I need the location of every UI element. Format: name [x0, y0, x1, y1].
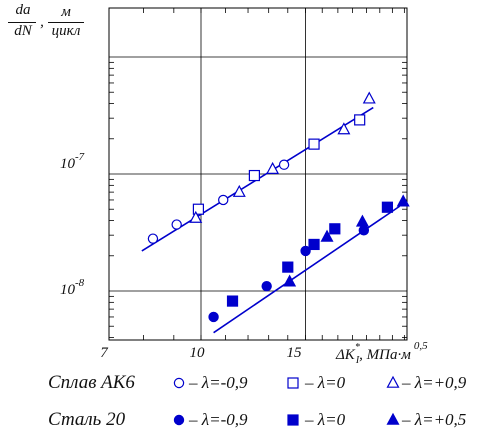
grid — [109, 8, 407, 340]
data-point — [282, 261, 294, 273]
x-axis-label-suffix: , МПа·м — [359, 347, 411, 363]
y-tick-labels: 10-7 10-8 — [60, 151, 85, 298]
data-point — [355, 214, 369, 227]
legend-marker — [173, 414, 185, 426]
legend-entry-text: – λ=+0,9 — [402, 373, 467, 392]
data-point — [232, 184, 246, 197]
data-point — [248, 169, 260, 182]
legend-entry-text: – λ=-0,9 — [189, 373, 248, 392]
data-point — [226, 295, 239, 307]
legend-entry-text: – λ=0 — [305, 410, 346, 429]
y-label-denominator-left: dN — [14, 23, 32, 39]
x-tick-label: 15 — [287, 345, 303, 361]
plot-area — [108, 7, 408, 341]
data-point — [208, 311, 219, 323]
y-label-denominator-right: цикл — [51, 23, 81, 39]
data-point — [218, 194, 229, 206]
x-axis-label-exponent: 0,5 — [414, 340, 428, 352]
data-point — [329, 223, 341, 235]
data-point — [278, 159, 290, 170]
x-axis-label-subscript: I — [355, 355, 360, 366]
y-label-separator: , — [40, 14, 44, 30]
legend-entry-text: – λ=-0,9 — [189, 410, 248, 429]
legend-entry-text: – λ=0 — [305, 373, 346, 392]
y-tick-base: 10 — [60, 282, 76, 298]
y-label-fraction-bar — [8, 22, 36, 23]
y-axis-label: da dN , м цикл — [4, 2, 104, 52]
legend-marker — [173, 377, 185, 389]
x-axis-label-prefix: ΔK — [335, 347, 356, 363]
data-point — [171, 219, 182, 230]
x-tick-label: 10 — [190, 345, 206, 361]
x-tick-label: 7 — [100, 345, 109, 361]
y-label-numerator-left: da — [15, 2, 31, 18]
legend-marker — [386, 375, 400, 388]
y-label-fraction-bar — [48, 22, 84, 23]
data-point — [300, 245, 311, 257]
data-point — [308, 138, 320, 150]
y-tick-exponent: -7 — [75, 151, 85, 163]
legend-row: Сталь 20 – λ=-0,9 – λ=0 – λ=+0,5 — [0, 409, 488, 439]
data-point — [283, 274, 297, 287]
y-tick-base: 10 — [60, 156, 76, 172]
data-point — [320, 229, 334, 242]
legend-group-label: Сплав АК6 — [48, 372, 135, 393]
legend-row: Сплав АК6 – λ=-0,9 – λ=0 – λ=+0,9 — [0, 372, 488, 402]
data-point — [261, 280, 272, 292]
x-axis-label-superscript: * — [355, 342, 360, 353]
y-label-numerator-right: м — [61, 4, 71, 20]
y-tick-label: 10-8 — [60, 277, 85, 298]
axis-ticks — [109, 8, 407, 340]
x-tick-labels: 7 10 15 — [100, 345, 302, 361]
data-point — [337, 122, 351, 135]
y-tick-label: 10-7 — [60, 151, 85, 172]
data-point — [192, 203, 205, 215]
legend-marker — [386, 412, 400, 425]
data-point — [358, 225, 370, 236]
x-axis-label: ΔK* I, МПа·м0,5 — [335, 340, 428, 366]
data-point — [308, 238, 320, 251]
legend-markers — [173, 375, 400, 426]
data-point — [147, 233, 159, 244]
data-point — [354, 114, 366, 126]
y-tick-exponent: -8 — [75, 277, 85, 289]
data-point — [266, 161, 280, 174]
data-point — [396, 194, 410, 207]
legend-marker — [287, 414, 299, 426]
legend-marker — [287, 377, 299, 389]
legend-entry-text: – λ=+0,5 — [402, 410, 467, 429]
legend-group-label: Сталь 20 — [48, 409, 126, 430]
data-point — [189, 210, 203, 223]
data-markers — [147, 91, 410, 323]
x-axis-label-text: ΔK* I, МПа·м0,5 — [335, 340, 428, 366]
data-point — [381, 201, 394, 213]
data-point — [362, 91, 376, 104]
fit-line — [213, 205, 401, 334]
